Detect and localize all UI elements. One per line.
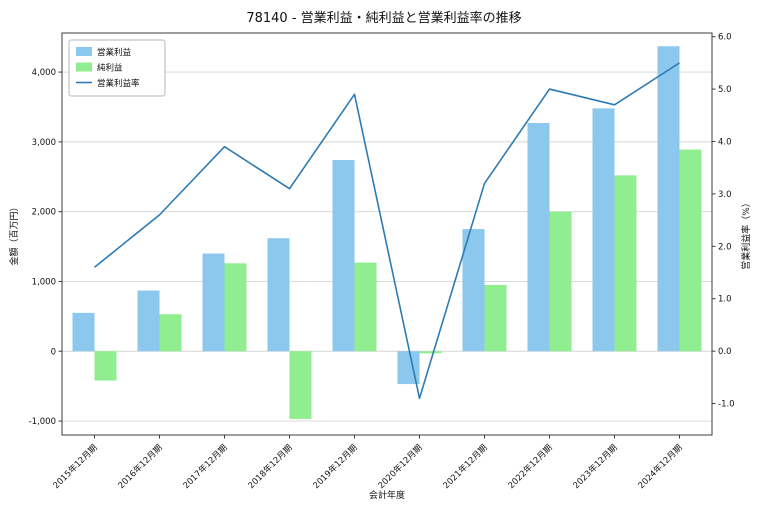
operating-profit-bar <box>527 123 550 352</box>
left-tick-label: 2,000 <box>32 208 56 218</box>
right-tick-label: 4.0 <box>718 137 732 147</box>
legend-label: 営業利益率 <box>97 78 140 89</box>
x-axis-ticks: 2015年12月期 2016年12月期 2017年12月期 2018年12月期 2019… <box>51 435 685 491</box>
operating-profit-bar <box>202 253 225 352</box>
x-tick-label: 2019年12月期 <box>311 442 360 491</box>
right-tick-label: 3.0 <box>718 190 732 200</box>
right-tick-label: 6.0 <box>718 33 732 43</box>
right-axis-title: 営業利益率（%） <box>740 198 752 270</box>
left-tick-label: 4,000 <box>32 68 56 78</box>
legend-box <box>68 39 166 97</box>
right-tick-label: 5.0 <box>718 85 732 95</box>
operating-profit-bar <box>657 46 680 352</box>
operating-profit-bar <box>462 229 485 352</box>
operating-profit-bar <box>72 312 95 352</box>
x-tick-label: 2018年12月期 <box>246 442 295 491</box>
right-tick-label: -1.0 <box>718 400 735 410</box>
net-profit-bar <box>419 351 442 354</box>
net-profit-bar <box>289 351 312 419</box>
legend-label: 純利益 <box>97 63 123 74</box>
left-axis-ticks: -1,000 0 1,000 2,000 3,000 4,000 <box>29 68 62 427</box>
right-tick-label: 2.0 <box>718 242 732 252</box>
net-profit-bar <box>614 175 637 352</box>
plot-border <box>61 32 713 436</box>
left-axis-title: 金額（百万円） <box>8 202 20 265</box>
net-profit-bar <box>484 284 507 352</box>
operating-profit-bar <box>592 108 615 352</box>
net-profit-bar <box>159 314 182 352</box>
bars-net-profit <box>94 149 702 419</box>
x-tick-label: 2015年12月期 <box>51 442 100 491</box>
x-tick-label: 2021年12月期 <box>441 442 490 491</box>
operating-profit-bar <box>332 160 355 352</box>
right-tick-label: 0.0 <box>718 347 732 357</box>
net-profit-bar <box>549 211 572 352</box>
net-profit-bar <box>94 351 117 381</box>
right-tick-label: 1.0 <box>718 295 732 305</box>
operating-profit-bar <box>137 290 160 352</box>
x-tick-label: 2024年12月期 <box>636 442 685 491</box>
left-tick-label: 0 <box>51 347 56 357</box>
left-tick-label: -1,000 <box>29 417 56 427</box>
net-profit-bar <box>354 262 377 352</box>
legend-swatch <box>76 47 92 56</box>
left-tick-label: 1,000 <box>32 277 56 287</box>
x-tick-label: 2016年12月期 <box>116 442 165 491</box>
chart-title: 78140 - 営業利益・純利益と営業利益率の推移 <box>246 11 522 26</box>
x-axis-title: 会計年度 <box>369 489 405 501</box>
bars-operating-profit <box>72 46 680 385</box>
operating-profit-bar <box>267 238 290 352</box>
x-tick-label: 2023年12月期 <box>571 442 620 491</box>
x-tick-label: 2022年12月期 <box>506 442 555 491</box>
right-axis-ticks: -1.0 0.0 1.0 2.0 3.0 4.0 5.0 6.0 <box>712 33 735 410</box>
x-tick-label: 2020年12月期 <box>376 442 425 491</box>
net-profit-bar <box>679 149 702 352</box>
operating-margin-line <box>93 62 680 400</box>
x-tick-label: 2017年12月期 <box>181 442 230 491</box>
legend-label: 営業利益 <box>97 47 132 58</box>
net-profit-bar <box>224 263 247 352</box>
legend-swatch <box>76 62 92 72</box>
left-tick-label: 3,000 <box>32 138 56 148</box>
